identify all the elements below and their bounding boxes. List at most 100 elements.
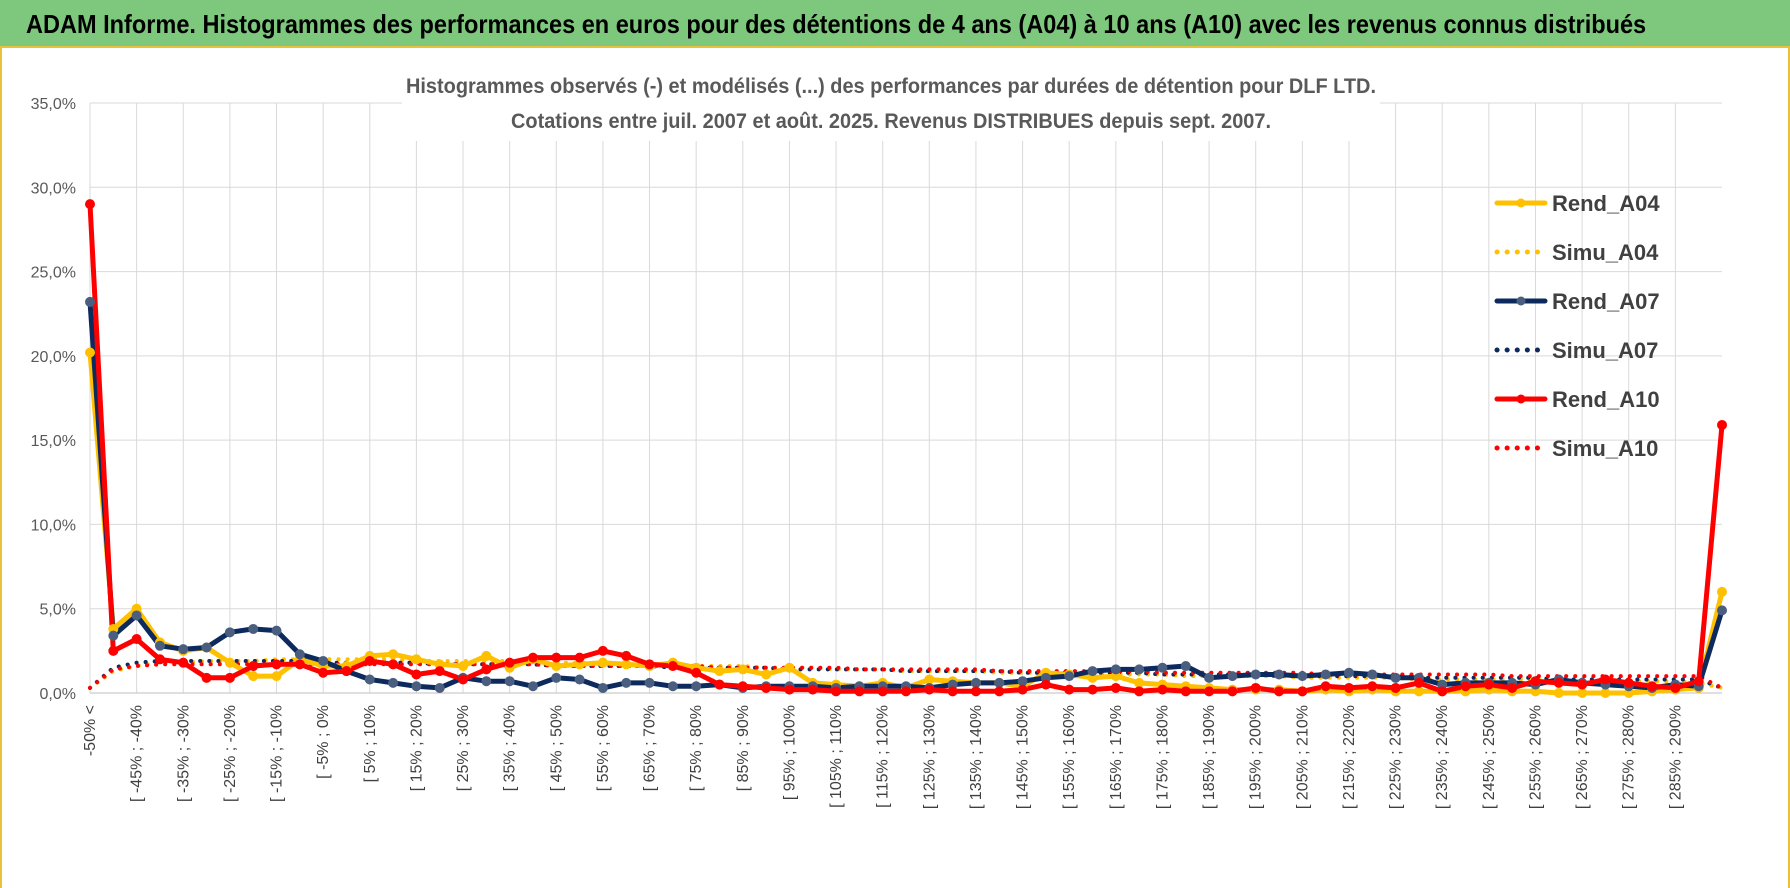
data-point-rend-a04 bbox=[761, 669, 772, 680]
data-point-rend-a10 bbox=[970, 686, 981, 697]
legend-label-simu-a07: Simu_A07 bbox=[1552, 338, 1658, 363]
data-point-rend-a10 bbox=[1600, 674, 1611, 685]
x-tick-label: [ 105% ; 110% bbox=[828, 705, 845, 808]
data-point-rend-a10 bbox=[1180, 686, 1191, 697]
data-point-rend-a10 bbox=[1670, 682, 1681, 693]
data-point-rend-a04 bbox=[411, 654, 422, 665]
data-point-rend-a07 bbox=[1274, 669, 1285, 680]
x-tick-label: [ 275% ; 280% bbox=[1621, 705, 1638, 809]
data-point-rend-a10 bbox=[1087, 684, 1098, 695]
data-point-rend-a10 bbox=[691, 667, 702, 678]
data-point-rend-a10 bbox=[1530, 676, 1541, 687]
data-point-rend-a07 bbox=[691, 681, 702, 692]
data-point-rend-a07 bbox=[1087, 666, 1098, 677]
data-point-rend-a10 bbox=[574, 652, 585, 663]
data-point-rend-a10 bbox=[1623, 677, 1634, 688]
data-point-rend-a10 bbox=[667, 661, 678, 672]
series-line-simu-a10 bbox=[88, 662, 1724, 690]
data-point-rend-a10 bbox=[1413, 677, 1424, 688]
data-point-rend-a10 bbox=[831, 686, 842, 697]
data-point-rend-a07 bbox=[481, 676, 492, 687]
data-point-rend-a04 bbox=[1413, 686, 1424, 697]
data-point-rend-a07 bbox=[388, 677, 399, 688]
x-tick-label: [ 155% ; 160% bbox=[1061, 705, 1078, 809]
data-point-rend-a07 bbox=[1390, 672, 1401, 683]
data-point-rend-a07 bbox=[574, 674, 585, 685]
report-title: ADAM Informe. Histogrammes des performan… bbox=[26, 9, 1647, 39]
legend-label-simu-a10: Simu_A10 bbox=[1552, 436, 1658, 461]
data-point-rend-a07 bbox=[970, 677, 981, 688]
data-point-rend-a07 bbox=[1064, 671, 1075, 682]
x-tick-label: [ 35% ; 40% bbox=[502, 705, 519, 791]
data-point-rend-a10 bbox=[1577, 679, 1588, 690]
data-point-rend-a07 bbox=[224, 627, 235, 638]
data-point-rend-a10 bbox=[1227, 686, 1238, 697]
data-point-rend-a07 bbox=[271, 625, 282, 636]
legend-marker bbox=[1516, 394, 1526, 404]
data-point-rend-a10 bbox=[644, 659, 655, 670]
data-point-rend-a04 bbox=[1553, 688, 1564, 698]
data-point-rend-a07 bbox=[597, 682, 608, 693]
x-tick-label: [ 115% ; 120% bbox=[875, 705, 892, 808]
x-tick-label: [ 75% ; 80% bbox=[688, 705, 705, 791]
data-point-rend-a07 bbox=[667, 681, 678, 692]
data-point-rend-a07 bbox=[248, 623, 259, 634]
data-point-rend-a04 bbox=[1600, 688, 1611, 698]
x-tick-label: [ 185% ; 190% bbox=[1201, 705, 1218, 809]
data-point-rend-a07 bbox=[178, 644, 189, 655]
data-point-rend-a07 bbox=[411, 681, 422, 692]
x-tick-label: [ 265% ; 270% bbox=[1574, 705, 1591, 809]
data-point-rend-a10 bbox=[271, 659, 282, 670]
data-point-rend-a10 bbox=[854, 686, 865, 697]
legend-label-rend-a07: Rend_A07 bbox=[1552, 289, 1660, 314]
data-point-rend-a07 bbox=[1157, 662, 1168, 673]
data-point-rend-a07 bbox=[108, 630, 119, 641]
legend-label-simu-a04: Simu_A04 bbox=[1552, 240, 1659, 265]
x-tick-label: [ 55% ; 60% bbox=[595, 705, 612, 791]
data-point-rend-a10 bbox=[364, 655, 375, 666]
data-point-rend-a10 bbox=[1250, 682, 1261, 693]
data-point-rend-a04 bbox=[388, 649, 399, 660]
data-point-rend-a10 bbox=[1064, 684, 1075, 695]
series-markers bbox=[85, 199, 1727, 698]
data-point-rend-a07 bbox=[1297, 671, 1308, 682]
x-tick-label: [ 245% ; 250% bbox=[1481, 705, 1498, 809]
data-point-rend-a10 bbox=[1460, 681, 1471, 692]
data-point-rend-a04 bbox=[714, 666, 725, 677]
data-point-rend-a04 bbox=[1134, 677, 1145, 688]
data-point-rend-a10 bbox=[1483, 679, 1494, 690]
x-tick-label: [ 195% ; 200% bbox=[1248, 705, 1265, 809]
data-point-rend-a07 bbox=[1017, 676, 1028, 687]
data-point-rend-a04 bbox=[621, 659, 632, 670]
data-point-rend-a04 bbox=[481, 650, 492, 661]
data-point-rend-a07 bbox=[551, 672, 562, 683]
data-point-rend-a07 bbox=[1250, 669, 1261, 680]
data-point-rend-a07 bbox=[201, 642, 212, 653]
data-point-rend-a07 bbox=[644, 677, 655, 688]
data-point-rend-a07 bbox=[504, 676, 515, 687]
data-point-rend-a10 bbox=[1017, 684, 1028, 695]
data-point-rend-a10 bbox=[1367, 681, 1378, 692]
data-point-rend-a07 bbox=[527, 681, 538, 692]
data-point-rend-a10 bbox=[1320, 681, 1331, 692]
data-point-rend-a10 bbox=[761, 682, 772, 693]
data-point-rend-a10 bbox=[458, 674, 469, 685]
data-point-rend-a04 bbox=[458, 661, 469, 672]
data-point-rend-a10 bbox=[1647, 681, 1658, 692]
data-point-rend-a07 bbox=[154, 640, 165, 651]
x-tick-label: [ 255% ; 260% bbox=[1527, 705, 1544, 809]
data-point-rend-a10 bbox=[481, 664, 492, 675]
report-header: ADAM Informe. Histogrammes des performan… bbox=[0, 0, 1790, 48]
data-point-rend-a07 bbox=[294, 649, 305, 660]
chart-subtitle: Cotations entre juil. 2007 et août. 2025… bbox=[511, 110, 1271, 133]
x-tick-label: [ 45% ; 50% bbox=[548, 705, 565, 791]
y-axis-ticks: 0,0% 5,0% 10,0% 15,0% 20,0% 25,0% 30,0% 35,0% bbox=[31, 96, 76, 703]
data-point-rend-a07 bbox=[364, 674, 375, 685]
data-point-rend-a10 bbox=[411, 669, 422, 680]
chart-frame bbox=[0, 48, 1790, 888]
data-point-rend-a10 bbox=[504, 657, 515, 668]
data-point-rend-a10 bbox=[924, 684, 935, 695]
x-tick-label: [ 205% ; 210% bbox=[1294, 705, 1311, 809]
legend: Rend_A04 Simu_A04 Rend_A07 Simu_A07 Rend_A10… bbox=[1494, 191, 1660, 461]
y-tick-label: 20,0% bbox=[31, 349, 76, 366]
